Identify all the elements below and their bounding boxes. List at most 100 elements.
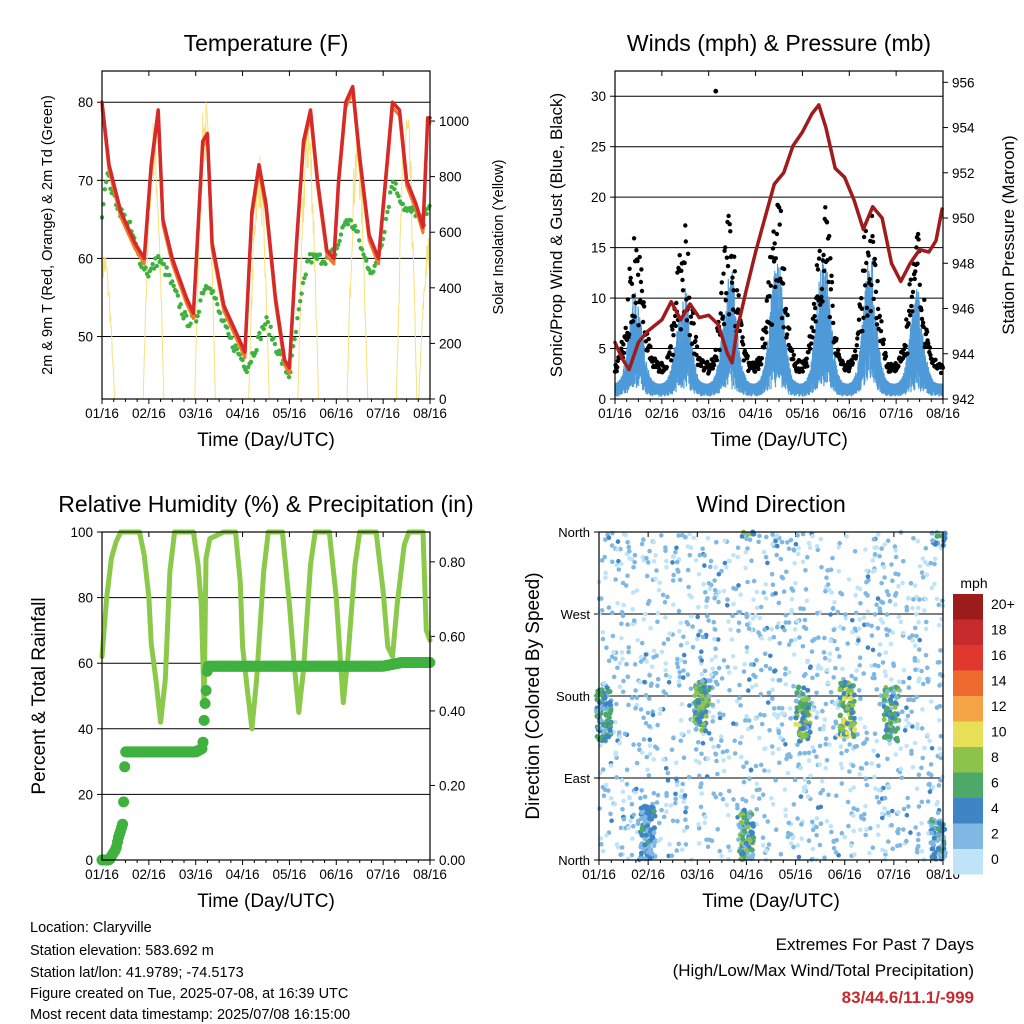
chart-4-point-direction (838, 744, 844, 749)
chart-4-point-direction (606, 658, 612, 664)
chart-4-point-direction (910, 633, 915, 638)
chart-4-point-direction (818, 821, 824, 826)
chart-1-point-dewpoint (244, 369, 249, 375)
chart-4-point-direction (759, 721, 765, 727)
chart-1-point-dewpoint (371, 269, 376, 274)
chart-4-point-direction (635, 821, 641, 826)
chart-4-point-direction (696, 740, 701, 745)
chart-4-point-direction (759, 636, 764, 641)
chart-4-point-direction (886, 839, 891, 844)
chart-2-point-gust (817, 248, 822, 254)
chart-4-point-direction (601, 681, 607, 686)
chart-2-ytick-label: 30 (591, 89, 606, 104)
chart-3-y2tick-label: 0.40 (439, 704, 465, 719)
chart-4-point-direction (850, 763, 856, 768)
chart-4-point-direction (725, 597, 730, 602)
chart-1-point-dewpoint (164, 265, 169, 270)
chart-2-point-gust (831, 320, 836, 326)
chart-4-point-direction (643, 693, 649, 698)
chart-4-point-direction (930, 784, 936, 790)
chart-4-point-direction (807, 665, 813, 671)
chart-4-point-direction (713, 646, 718, 651)
chart-4-point-direction (657, 580, 662, 586)
chart-4-point-direction-cluster (645, 849, 651, 855)
legend-title: mph (960, 575, 987, 591)
chart-4-point-direction (792, 560, 797, 566)
footer-elevation: Station elevation: 583.692 m (30, 943, 214, 959)
chart-4-point-direction-cluster (935, 826, 941, 832)
chart-2-point-gust (722, 248, 727, 253)
chart-4-point-direction (937, 683, 942, 688)
chart-2-point-gust (779, 315, 785, 321)
chart-4-point-direction (916, 605, 921, 611)
chart-4-point-direction (810, 675, 815, 681)
chart-2-point-gust (756, 366, 761, 372)
chart-2-point-gust (873, 262, 878, 268)
chart-4-point-direction (783, 742, 788, 747)
chart-4-point-direction (805, 554, 810, 560)
chart-4-point-direction (839, 765, 845, 771)
chart-4-point-direction (726, 558, 732, 564)
chart-1-point-dewpoint (386, 204, 391, 210)
chart-4-point-direction (681, 755, 687, 761)
chart-4-point-direction-cluster (697, 719, 703, 725)
chart-3-xtick-label: 04/16 (226, 867, 260, 882)
chart-4-point-direction (877, 652, 882, 657)
chart-4-point-direction (815, 805, 821, 810)
chart-4-point-direction-cluster (703, 709, 709, 715)
chart-3-point-precip (198, 714, 210, 726)
legend-label: 10 (991, 724, 1007, 740)
chart-4-point-direction (917, 597, 922, 602)
chart-4-point-direction (822, 717, 827, 722)
chart-4-point-direction (858, 716, 863, 721)
chart-3-point-precip (197, 736, 209, 748)
chart-2-y2tick-label: 944 (952, 347, 975, 362)
chart-4-point-direction (803, 568, 808, 573)
chart-1-point-dewpoint (233, 343, 238, 348)
chart-4-point-direction (896, 809, 901, 815)
chart-4-point-direction (925, 665, 930, 671)
chart-4-point-direction (896, 583, 901, 589)
chart-4-point-direction-cluster (639, 832, 645, 838)
chart-4-point-direction (603, 782, 609, 788)
chart-1-point-dewpoint (188, 321, 193, 326)
chart-1-point-dewpoint (156, 254, 161, 259)
chart-4-point-direction (619, 561, 624, 567)
chart-4-point-direction (695, 636, 700, 642)
chart-4-point-direction (634, 588, 640, 593)
chart-4-point-direction (725, 603, 730, 608)
chart-4-point-direction (671, 554, 676, 559)
chart-4-point-direction-cluster (699, 678, 705, 684)
chart-4-point-direction (735, 802, 740, 808)
chart-2-point-gust (729, 280, 735, 285)
chart-2-y2tick-label: 948 (952, 256, 975, 271)
chart-2-ytick-label: 20 (591, 190, 606, 205)
chart-4-point-direction (920, 755, 925, 761)
chart-4-point-direction (599, 558, 605, 563)
chart-4-point-direction-cluster (930, 538, 936, 544)
chart-4-point-direction (893, 593, 898, 598)
chart-1-xtick-label: 03/16 (179, 406, 213, 421)
chart-4-point-direction (795, 843, 800, 848)
chart-4-point-direction (801, 788, 807, 794)
chart-2-point-gust (615, 365, 620, 370)
chart-4-point-direction (767, 728, 772, 733)
chart-4-point-direction-cluster (701, 721, 707, 727)
chart-2-point-gust (871, 296, 876, 302)
chart-4-point-direction (936, 602, 942, 608)
chart-4-point-direction (855, 732, 860, 737)
chart-4-point-direction (624, 767, 630, 773)
chart-4-point-direction (901, 558, 906, 564)
chart-4-point-direction (609, 543, 615, 548)
chart-4-point-direction (904, 812, 910, 818)
chart-4-point-direction (884, 589, 890, 594)
chart-4-point-direction (790, 835, 796, 841)
chart-4-point-direction (647, 696, 652, 701)
chart-4-point-direction (697, 841, 702, 846)
chart-1-point-dewpoint (424, 211, 429, 217)
chart-4-point-direction (667, 631, 672, 636)
chart-4-point-direction (846, 577, 852, 582)
chart-4-point-direction (853, 593, 858, 598)
chart-4-point-direction (629, 852, 635, 858)
chart-2-y2tick-label: 950 (952, 211, 975, 226)
